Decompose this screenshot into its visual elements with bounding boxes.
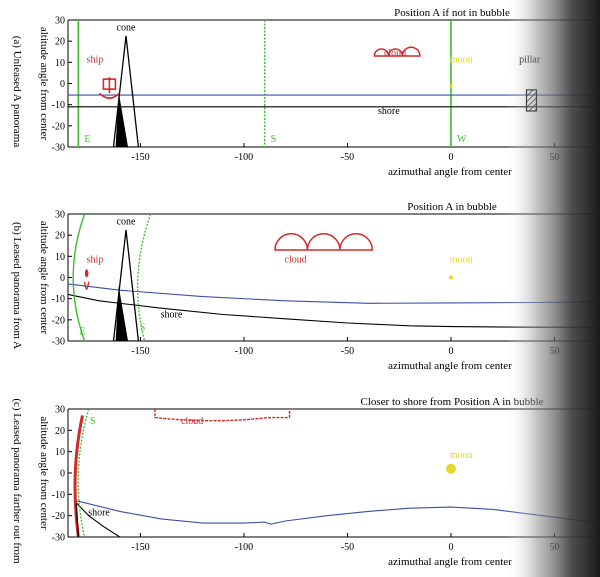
annotation-s: S [90,416,96,427]
x-tick-label: -100 [235,152,253,163]
x-tick-label: -100 [235,346,253,357]
ship-hull [83,281,90,290]
annotation-cone: cone [117,23,136,34]
cone-fill [115,286,128,341]
chart-title: Position A in bubble [407,201,497,213]
direction-line-E [72,214,86,341]
series-horizon [76,500,600,525]
plot-area: cone ship cloud moon shore E S [68,214,600,341]
y-tick-label: -30 [52,337,65,348]
y-tick-label: 10 [55,58,65,69]
direction-line-S [136,214,152,341]
right-edge-shade [505,0,600,577]
x-axis-label: azimuthal angle from center [388,360,512,372]
x-tick-label: 0 [448,542,453,553]
panel-side-label: (a) Unleased A panorama [11,36,23,148]
x-tick-label: -150 [131,346,149,357]
x-tick-label: -50 [341,542,354,553]
direction-label-E: E [84,134,90,145]
y-tick-label: 30 [55,16,65,27]
y-tick-label: 10 [55,447,65,458]
x-tick-label: 0 [448,152,453,163]
y-tick-label: -20 [52,121,65,132]
x-axis-label: azimuthal angle from center [388,166,512,178]
direction-label-S: S [271,134,277,145]
y-tick-label: 0 [60,273,65,284]
cone-shape [112,35,140,147]
annotation-cloud: cloud [285,255,307,266]
y-tick-label: 0 [60,469,65,480]
y-tick-label: 0 [60,79,65,90]
annotation-moon: moon [450,450,473,461]
direction-label-W: W [457,134,467,145]
annotation-e: E [79,327,85,338]
y-tick-label: 10 [55,252,65,263]
x-tick-label: -100 [235,542,253,553]
y-tick-label: -30 [52,143,65,154]
annotation-cone: cone [117,217,136,228]
x-tick-label: -50 [341,152,354,163]
panel-side-label: (c) Leased panorama farther out from [11,398,23,564]
annotation-shore: shore [161,310,183,321]
annotation-moon: moon [450,54,473,65]
cone-smear [75,502,79,537]
y-tick-label: 30 [55,210,65,221]
y-tick-label: -20 [52,511,65,522]
y-axis-label: altitude angle from center [38,416,50,530]
annotation-shore: shore [378,106,400,117]
moon-dot [448,275,453,280]
ship-cabin [84,269,89,278]
x-tick-label: -50 [341,346,354,357]
ship-smear [73,415,84,537]
y-axis-label: altitude angle from center [38,221,50,335]
x-axis-label: azimuthal angle from center [388,556,512,568]
direction-line-S [77,409,90,537]
cloud-shape [154,409,291,422]
cone-fill [115,92,128,147]
x-tick-label: -150 [131,152,149,163]
annotation-s: S [140,322,146,333]
y-axis-label: altitude angle from center [38,27,50,141]
series-shore [75,502,121,537]
annotation-ship: ship [87,54,104,65]
chart-title: Closer to shore from Position A in bubbl… [360,396,543,408]
cone-shape [112,229,140,341]
moon-dot [449,83,453,88]
y-tick-label: 20 [55,231,65,242]
chart-title: Position A if not in bubble [394,7,510,19]
panel-side-label: (b) Leased panorama from A [11,222,23,349]
annotation-ship: ship [87,255,104,266]
y-tick-label: -10 [52,100,65,111]
annotation-cloud: cloud [181,416,203,427]
x-tick-label: -150 [131,542,149,553]
annotation-shore: shore [88,508,110,519]
series-shore [68,293,600,328]
y-tick-label: -10 [52,294,65,305]
moon-dot [445,463,456,474]
y-tick-label: -30 [52,533,65,544]
y-tick-label: 20 [55,426,65,437]
y-tick-label: 20 [55,37,65,48]
y-tick-label: 30 [55,405,65,416]
ship-hull [98,92,120,99]
y-tick-label: -20 [52,315,65,326]
cloud-shape [274,233,374,251]
x-tick-label: 0 [448,346,453,357]
y-tick-label: -10 [52,490,65,501]
cloud-shape [373,46,421,57]
annotation-cloud: cloud [384,48,406,59]
annotation-moon: moon [450,255,473,266]
